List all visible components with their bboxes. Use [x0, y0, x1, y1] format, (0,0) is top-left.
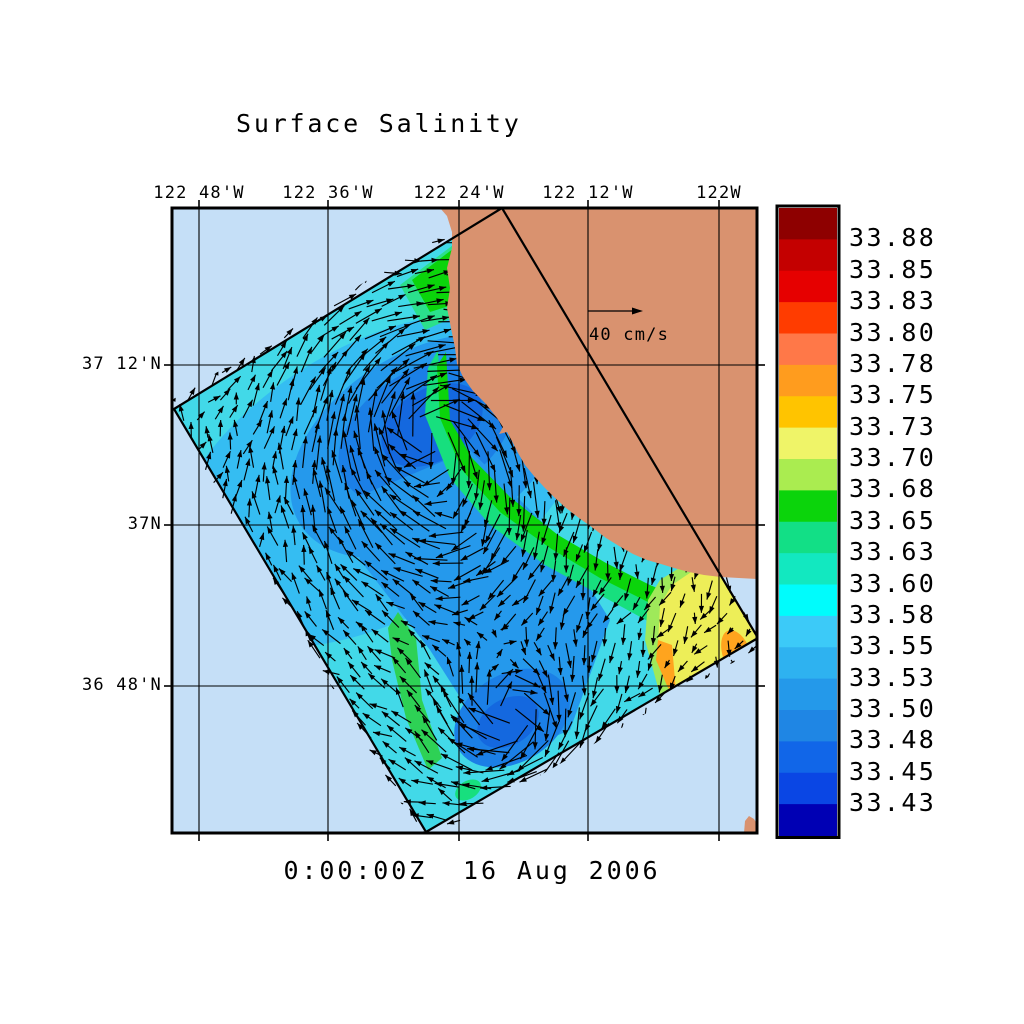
model-domain-outline	[172, 208, 757, 833]
colorbar-label: 33.75	[849, 380, 937, 410]
axis-ticks	[164, 200, 765, 841]
axis-label-left: 37N	[127, 514, 162, 534]
colorbar-label: 33.88	[849, 223, 937, 253]
colorbar-label: 33.68	[849, 474, 937, 504]
colorbar-segment	[779, 741, 837, 774]
reference-vector-label: 40 cm/s	[589, 325, 670, 345]
axis-label-left: 36 48'N	[81, 675, 162, 695]
colorbar-segment	[779, 270, 837, 303]
colorbar-segment	[779, 459, 837, 491]
axis-label-top: 122 36'W	[282, 183, 374, 203]
colorbar-label: 33.55	[849, 631, 937, 661]
colorbar-segment	[779, 521, 837, 554]
colorbar-label: 33.45	[849, 756, 937, 786]
colorbar-segment	[779, 208, 837, 240]
axis-label-top: 122 24'W	[413, 183, 505, 203]
axis-label-top: 122 48'W	[153, 183, 245, 203]
map-area	[172, 208, 757, 833]
colorbar-segment	[779, 584, 837, 617]
colorbar-label: 33.60	[849, 568, 937, 598]
colorbar-label: 33.48	[849, 725, 937, 755]
reference-vector-arrow	[588, 307, 643, 315]
colorbar-label: 33.83	[849, 286, 937, 316]
colorbar-segment	[779, 396, 837, 429]
colorbar-label: 33.53	[849, 662, 937, 692]
colorbar-label: 33.70	[849, 443, 937, 472]
axis-label-top: 122 12'W	[542, 183, 634, 203]
colorbar-segment	[779, 490, 837, 523]
graticule	[172, 208, 757, 833]
colorbar-label: 33.50	[849, 694, 937, 723]
colorbar-segment	[779, 647, 837, 680]
colorbar-label: 33.85	[849, 254, 937, 284]
land-polygon	[440, 208, 757, 579]
page-title: Surface Salinity	[236, 109, 522, 138]
colorbar-label: 33.65	[849, 505, 937, 535]
colorbar-segment	[779, 553, 837, 586]
map-frame	[170, 206, 759, 835]
colorbar-segment	[779, 364, 837, 397]
colorbar-border	[775, 204, 841, 839]
colorbar-label: 33.73	[849, 411, 937, 441]
axis-label-left: 37 12'N	[81, 354, 162, 374]
colorbar-segment	[779, 615, 837, 648]
colorbar-segment	[779, 333, 837, 366]
colorbar-segment	[779, 302, 837, 335]
colorbar	[775, 204, 841, 839]
islet-polygon	[744, 816, 757, 833]
colorbar-segment	[779, 678, 837, 711]
colorbar-segment	[779, 710, 837, 742]
colorbar-label: 33.58	[849, 599, 937, 629]
axis-label-top: 122W	[696, 183, 742, 203]
colorbar-label: 33.80	[849, 317, 937, 347]
colorbar-label: 33.78	[849, 348, 937, 378]
colorbar-segment	[779, 239, 837, 272]
colorbar-segment	[779, 427, 837, 460]
colorbar-label: 33.43	[849, 788, 937, 818]
colorbar-label: 33.63	[849, 537, 937, 567]
timestamp-label: 0:00:00Z 16 Aug 2006	[283, 856, 661, 885]
colorbar-segment	[779, 772, 837, 805]
colorbar-segment	[779, 804, 837, 837]
